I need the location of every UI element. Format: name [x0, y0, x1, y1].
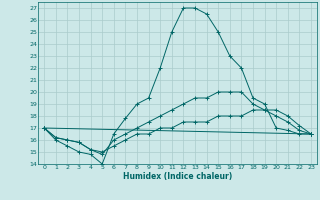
X-axis label: Humidex (Indice chaleur): Humidex (Indice chaleur) [123, 172, 232, 181]
